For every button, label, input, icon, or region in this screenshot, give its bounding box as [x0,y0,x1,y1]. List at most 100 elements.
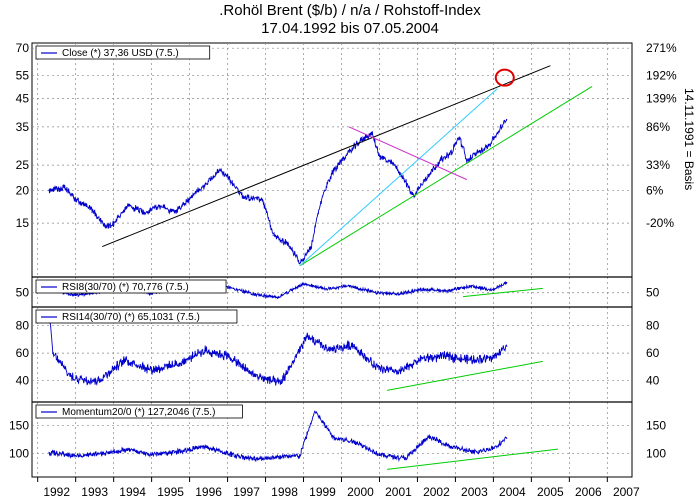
series-line-rsi14 [48,313,508,386]
x-tick-label: 2002 [423,485,450,499]
data-point [420,358,422,360]
data-point [314,410,316,412]
y-tick-label-right: 139% [646,91,677,105]
trendline-green [386,360,543,391]
data-point [447,355,449,357]
panel-main: 15 20 25 35 45 55 70 271% 192% 139% 86% 33% 6% -20% Cl… [16,41,677,267]
y-tick-label-left: 25 [16,158,30,172]
trendline-cyan [299,88,498,267]
data-point [394,164,396,166]
data-point [439,160,441,162]
y-tick-label-right: 6% [646,183,664,197]
data-point [352,344,354,346]
y-tick-label-right: 150 [646,418,666,432]
data-point [325,288,327,290]
legend-text: RSI14(30/70) (*) 65,1031 (7.5.) [62,312,200,323]
data-point [204,349,206,351]
y-tick-label-left: 60 [16,346,30,360]
data-point [492,289,494,291]
y-tick-label-left: 45 [16,91,30,105]
data-point [75,294,77,296]
data-point [253,458,255,460]
data-point [48,451,50,454]
y-tick-label-left: 70 [16,41,30,55]
data-point [506,345,508,347]
data-point [128,449,130,451]
data-point [287,243,289,245]
data-point [219,169,221,171]
data-point [420,288,422,290]
data-point [276,297,278,299]
y-tick-label-left: 40 [16,374,30,388]
data-point [329,349,331,351]
x-tick-label: 1996 [195,485,222,499]
data-point [348,285,350,287]
chart-title-line-1: .Rohöl Brent ($/b) / n/a / Rohstoff-Inde… [219,2,481,19]
y-tick-label-left: 80 [16,319,30,333]
x-tick-label: 2003 [461,485,488,499]
x-tick-label: 2004 [499,485,526,499]
trendline-green [462,287,543,298]
data-point [151,293,153,295]
data-point [496,132,498,135]
y-tick-label-right: 33% [646,158,670,172]
trendline-green [299,85,593,267]
y-tick-label-right: -20% [646,216,674,230]
data-point [253,374,255,376]
data-point [470,285,472,287]
data-point [177,363,179,365]
x-tick-label: 1997 [233,485,260,499]
x-tick-label: 1992 [43,485,70,499]
data-point [424,179,426,181]
data-point [71,377,73,379]
data-point [151,454,153,456]
target-marker-circle [494,68,515,87]
data-point [204,184,206,186]
data-point [158,205,160,207]
x-tick-label: 2000 [347,485,374,499]
y-tick-label-left: 55 [16,69,30,83]
data-point [356,441,358,443]
legend-box [35,309,238,324]
data-point [226,286,229,288]
x-tick-label: 2006 [575,485,602,499]
data-point [405,457,407,459]
x-tick-label: 1994 [119,485,146,499]
data-point [492,356,494,358]
data-point [470,359,472,361]
y-tick-label-right: 271% [646,41,677,55]
data-point [428,436,430,438]
data-point [378,454,381,456]
data-point [124,359,126,361]
data-point [113,222,115,224]
data-point [75,198,77,200]
data-point [105,226,107,228]
legend-rsi14: RSI14(30/70) (*) 65,1031 (7.5.) [35,309,238,324]
legend-box [35,279,227,294]
y-tick-label-right: 40 [646,374,660,388]
data-point [375,292,377,294]
data-point [143,211,145,213]
x-tick-label: 2007 [613,485,640,499]
data-point [261,198,263,200]
x-tick-label: 1993 [81,485,108,499]
data-point [466,160,468,162]
data-point [97,380,100,382]
legend-momentum: Momentum20/0 (*) 127,2046 (7.5.) [35,404,243,419]
y-tick-label-right: 60 [646,346,660,360]
data-point [226,176,229,178]
chart-title: .Rohöl Brent ($/b) / n/a / Rohstoff-Inde… [0,2,700,38]
data-point [302,283,305,285]
plot-frame [31,42,633,478]
data-point [506,281,508,284]
legend-text: RSI8(30/70) (*) 70,776 (7.5.) [62,282,189,293]
data-point [280,382,282,385]
chart-title-line-2: 17.04.1992 bis 07.05.2004 [261,20,439,37]
x-tick-label: 2001 [385,485,412,499]
legend-text: Close (*) 37,36 USD (7.5.) [62,48,179,59]
data-point [299,455,301,457]
y-tick-label-right: 100 [646,447,666,461]
data-point [272,234,274,236]
data-point [458,136,460,138]
